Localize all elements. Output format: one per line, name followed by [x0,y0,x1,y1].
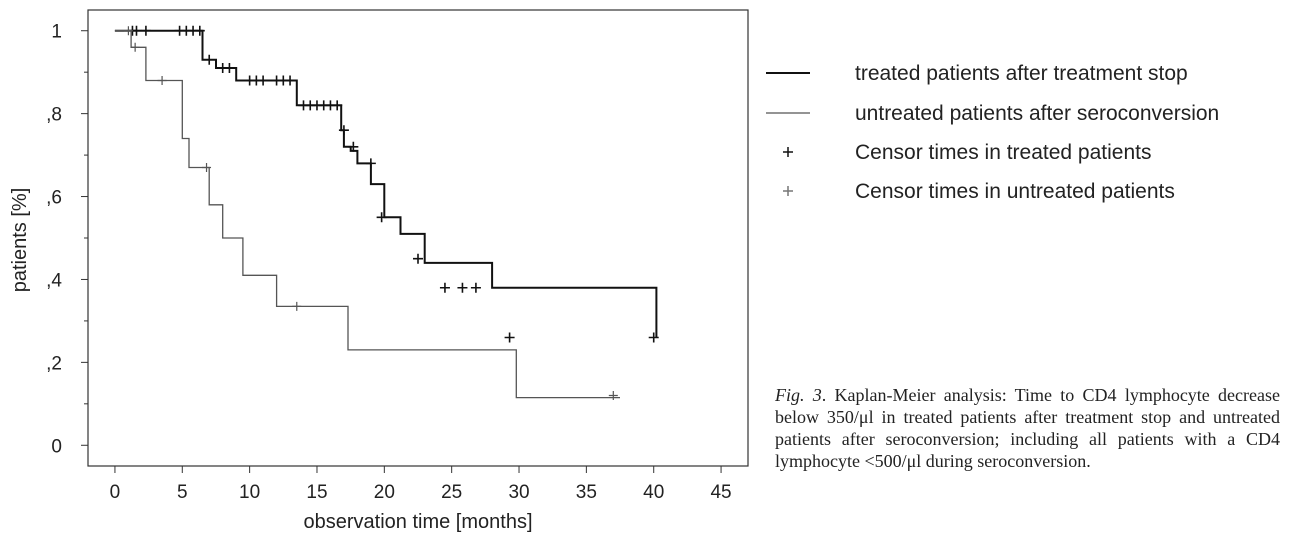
y-tick-label: ,6 [46,188,62,209]
y-tick-label: ,2 [46,353,62,374]
x-tick-label: 30 [508,482,529,503]
untreated-censor-mark [130,42,140,52]
x-tick-label: 0 [110,482,121,503]
treated-censor-mark [204,54,215,65]
x-tick-label: 10 [239,482,260,503]
treated-censor-mark [348,141,359,152]
untreated-censor-mark [157,75,167,85]
plot-frame [87,9,749,467]
x-tick-label: 45 [710,482,731,503]
treated-censor-mark [376,212,387,223]
treated-censor-mark [258,75,269,86]
untreated-censor-mark [608,391,618,401]
treated-censor-mark [470,282,481,293]
x-tick-label: 35 [576,482,597,503]
treated-censor-mark [648,332,659,343]
treated-censor-mark [332,100,343,111]
treated-censor-mark [194,25,205,36]
figure-caption-text: . Kaplan-Meier analysis: Time to CD4 lym… [775,385,1281,471]
treated-censor-mark [224,63,235,74]
x-tick-label: 40 [643,482,664,503]
x-tick-label: 20 [374,482,395,503]
treated-censor-mark [140,25,151,36]
x-tick-label: 25 [441,482,462,503]
figure-caption-label: Fig. 3 [775,385,822,405]
y-tick-label: ,8 [46,105,62,126]
legend-label: Censor times in untreated patients [855,180,1175,203]
treated-censor-mark [365,158,376,169]
legend-label: Censor times in treated patients [855,141,1151,164]
figure-caption: Fig. 3. Kaplan-Meier analysis: Time to C… [775,384,1280,472]
treated-censor-mark [131,25,142,36]
treated-censor-mark [457,282,468,293]
y-tick-label: ,4 [46,270,62,291]
legend-plus-swatch [783,147,793,157]
legend: treated patients after treatment stop unt… [766,62,1219,203]
untreated-censor-mark [202,163,212,173]
treated-survival-curve [114,29,658,338]
untreated-survival-curve [114,30,620,399]
treated-censor-mark [504,332,515,343]
y-tick-label: 1 [51,22,62,43]
y-tick-label: 0 [51,436,62,457]
legend-label: treated patients after treatment stop [855,62,1188,85]
y-axis-label: patients [%] [9,188,31,293]
x-tick-label: 5 [177,482,188,503]
series-layer [114,25,659,401]
legend-plus-swatch [783,186,793,196]
treated-censor-mark [285,75,296,86]
axes-layer: 0 5 10 15 20 25 30 35 40 45 0 ,2 ,4 ,6 ,8 1 [46,22,731,503]
untreated-censor-mark [123,26,133,36]
treated-censor-mark [338,125,349,136]
x-tick-label: 15 [306,482,327,503]
x-axis-label: observation time [months] [304,511,533,533]
treated-censor-mark [413,253,423,264]
legend-label: untreated patients after seroconversion [855,102,1219,125]
untreated-censor-mark [292,301,302,311]
treated-censor-mark [439,282,450,293]
